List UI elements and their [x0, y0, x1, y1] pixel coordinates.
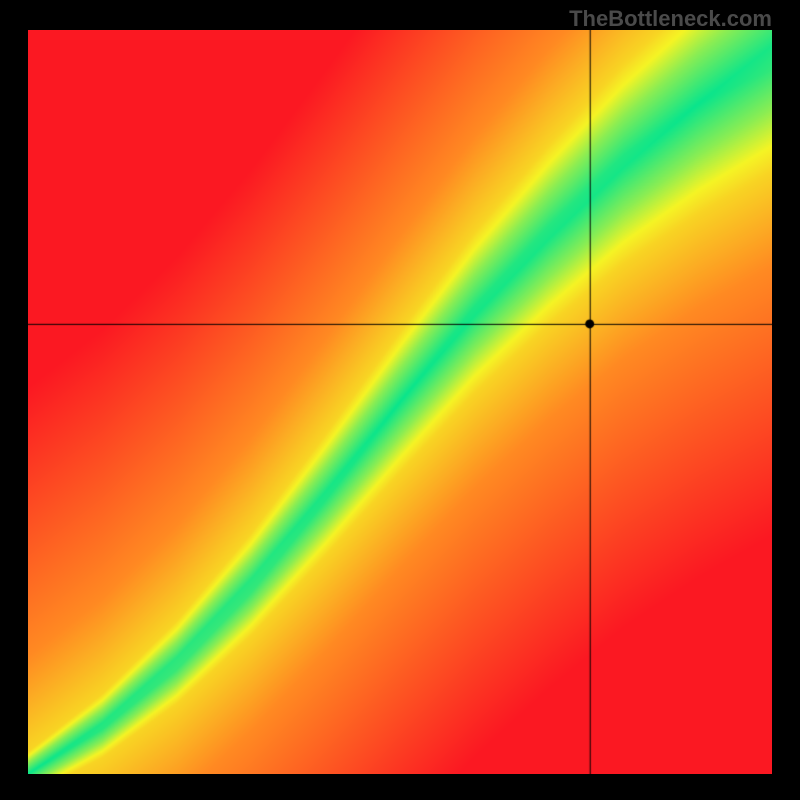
heatmap-canvas: [28, 30, 772, 774]
chart-container: TheBottleneck.com: [0, 0, 800, 800]
heatmap-plot: [28, 30, 772, 774]
watermark-text: TheBottleneck.com: [569, 6, 772, 32]
